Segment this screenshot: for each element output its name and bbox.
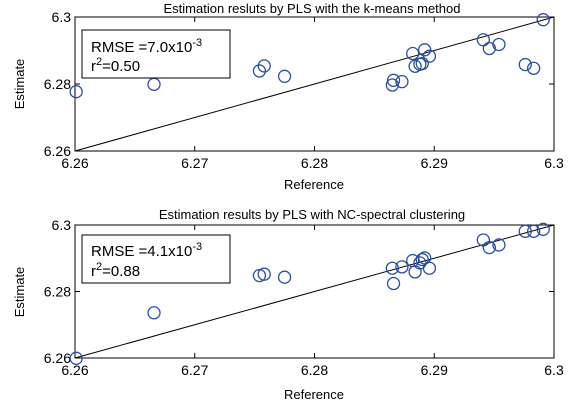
data-point bbox=[526, 61, 541, 75]
data-point bbox=[385, 261, 399, 275]
x-tick-label: 6.29 bbox=[421, 155, 448, 171]
stats-box bbox=[81, 29, 231, 79]
rmse-text: RMSE =4.1x10-3 bbox=[91, 241, 202, 260]
x-tick-label: 6.29 bbox=[421, 362, 448, 378]
panel-kmeans: Estimation resluts by PLS with the k-mea… bbox=[12, 1, 564, 192]
x-tick-label: 6.27 bbox=[181, 155, 208, 171]
data-point bbox=[492, 238, 506, 252]
data-point bbox=[69, 85, 83, 99]
data-point bbox=[386, 73, 401, 87]
x-axis-label: Reference bbox=[284, 387, 344, 402]
x-tick-label: 6.3 bbox=[544, 362, 564, 378]
data-point bbox=[526, 224, 541, 238]
y-tick-label: 6.26 bbox=[44, 350, 71, 366]
reference-line bbox=[74, 16, 555, 152]
data-point bbox=[257, 267, 271, 281]
y-axis: 6.26 6.28 6.3 bbox=[44, 9, 554, 159]
data-point bbox=[415, 252, 429, 267]
data-point bbox=[518, 224, 532, 238]
x-tick-label: 6.3 bbox=[544, 155, 564, 171]
data-point bbox=[482, 240, 496, 255]
y-tick-label: 6.26 bbox=[44, 143, 71, 159]
data-point bbox=[385, 78, 399, 92]
y-tick-label: 6.28 bbox=[44, 76, 71, 92]
data-point bbox=[386, 276, 401, 291]
data-point bbox=[395, 260, 409, 274]
data-point bbox=[147, 77, 161, 91]
r2-text: r2=0.50 bbox=[91, 56, 140, 75]
y-tick-label: 6.3 bbox=[52, 217, 72, 233]
x-axis: 6.26 6.27 6.28 6.29 6.3 bbox=[61, 17, 564, 171]
data-point bbox=[518, 57, 532, 72]
data-point bbox=[492, 37, 506, 52]
y-axis: 6.26 6.28 6.3 bbox=[44, 217, 554, 366]
x-axis-label: Reference bbox=[284, 177, 344, 192]
y-axis-label: Estimate bbox=[12, 59, 27, 110]
stats-box bbox=[81, 234, 231, 284]
data-point bbox=[408, 265, 422, 279]
stats-annotation: RMSE =7.0x10-3 r2=0.50 bbox=[81, 29, 231, 79]
data-point bbox=[415, 56, 429, 71]
x-tick-label: 6.27 bbox=[181, 362, 208, 378]
data-point bbox=[406, 46, 420, 61]
chart-title: Estimation results by PLS with NC-spectr… bbox=[159, 207, 465, 222]
rmse-text: RMSE =7.0x10-3 bbox=[91, 37, 202, 56]
data-point bbox=[536, 13, 550, 27]
data-point bbox=[147, 306, 161, 320]
data-point bbox=[69, 351, 83, 365]
data-point bbox=[422, 49, 437, 63]
data-point bbox=[422, 261, 437, 275]
data-points bbox=[69, 222, 550, 365]
x-tick-label: 6.26 bbox=[61, 155, 88, 171]
x-tick-label: 6.28 bbox=[301, 362, 328, 378]
y-tick-label: 6.28 bbox=[44, 284, 71, 300]
panel-nc-spectral: Estimation results by PLS with NC-spectr… bbox=[12, 207, 564, 402]
data-point bbox=[252, 64, 267, 78]
x-axis: 6.26 6.27 6.28 6.29 6.3 bbox=[61, 225, 564, 378]
y-tick-label: 6.3 bbox=[52, 9, 72, 25]
stats-annotation: RMSE =4.1x10-3 r2=0.88 bbox=[81, 234, 231, 284]
x-tick-label: 6.28 bbox=[301, 155, 328, 171]
data-points bbox=[69, 13, 550, 99]
data-point bbox=[252, 268, 267, 283]
data-point bbox=[476, 33, 490, 47]
data-point bbox=[395, 75, 409, 89]
data-point bbox=[257, 59, 271, 73]
data-point bbox=[277, 69, 292, 83]
x-tick-label: 6.26 bbox=[61, 362, 88, 378]
reference-line bbox=[74, 224, 555, 359]
chart-title: Estimation resluts by PLS with the k-mea… bbox=[164, 1, 461, 16]
data-point bbox=[277, 270, 292, 284]
r2-text: r2=0.88 bbox=[91, 261, 140, 280]
y-axis-label: Estimate bbox=[12, 267, 27, 318]
data-point bbox=[536, 222, 550, 236]
